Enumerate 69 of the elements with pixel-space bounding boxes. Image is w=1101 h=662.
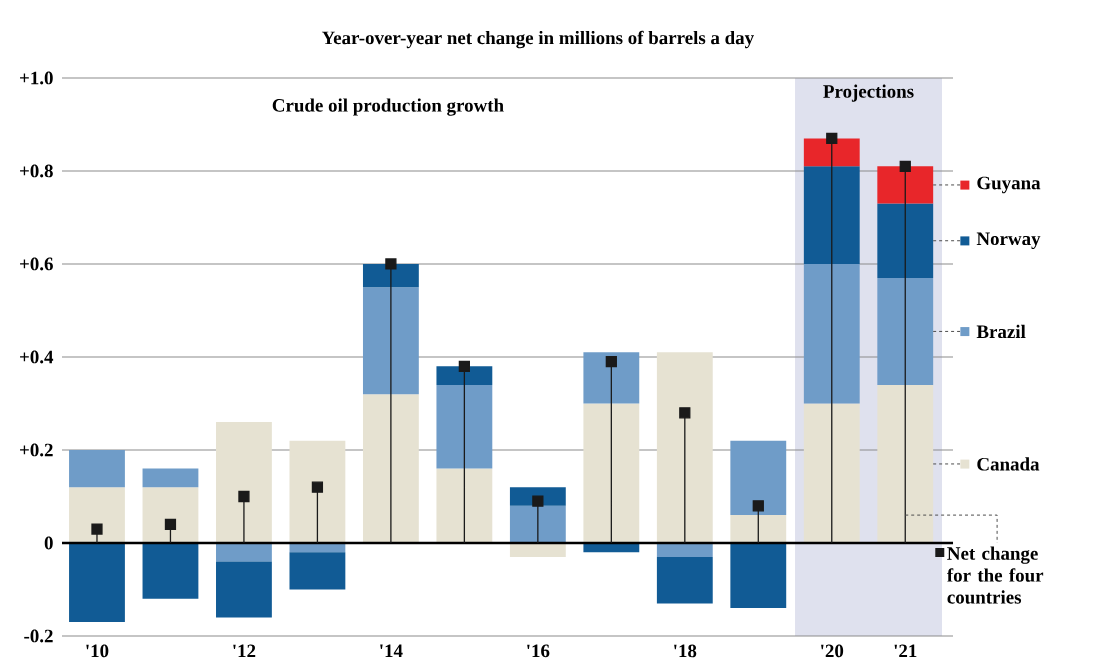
y-tick-label: +0.4 — [20, 350, 54, 364]
bar — [730, 440, 787, 516]
legend-label: Guyana — [977, 176, 1041, 194]
y-tick-label: +0.6 — [20, 257, 53, 271]
x-tick-label: '10 — [86, 644, 109, 658]
bar — [583, 352, 640, 404]
bar — [730, 515, 787, 543]
point — [164, 518, 177, 531]
point — [91, 523, 103, 535]
x-tick-label: '12 — [233, 644, 256, 658]
bar — [216, 561, 272, 618]
bar — [289, 552, 346, 590]
point — [311, 481, 324, 493]
bar — [69, 543, 125, 623]
bar — [69, 450, 125, 488]
x-tick-label: '18 — [674, 644, 697, 658]
y-tick-label: +0.8 — [20, 164, 53, 178]
point — [238, 490, 250, 503]
legend-label: Brazil — [976, 324, 1026, 339]
legend-label: Canada — [977, 457, 1040, 471]
text: Crude oil production growth — [272, 98, 504, 116]
bar — [877, 277, 934, 385]
bar — [142, 487, 199, 543]
x-tick-label: '16 — [527, 644, 550, 658]
bar — [436, 468, 493, 543]
bar — [362, 394, 419, 543]
bar — [69, 487, 125, 543]
legend-label: Norway — [976, 232, 1041, 249]
bar — [289, 440, 346, 543]
point — [899, 160, 911, 172]
legend-label: Net change for the four countries — [947, 546, 1044, 604]
bar — [436, 366, 493, 385]
point — [826, 132, 838, 145]
bar — [216, 422, 272, 543]
bar — [656, 352, 713, 543]
point — [752, 500, 764, 512]
bar — [362, 287, 419, 395]
bar — [216, 543, 272, 562]
bar — [803, 166, 860, 264]
band-label: Projections — [823, 84, 914, 102]
bar — [877, 384, 934, 543]
x-tick-label: '14 — [380, 644, 403, 658]
bar — [877, 203, 934, 278]
y-tick-label: +1.0 — [20, 71, 53, 85]
bar — [583, 403, 640, 543]
point — [679, 407, 691, 419]
bar — [142, 468, 199, 488]
bar — [656, 556, 713, 604]
point — [385, 258, 397, 270]
bar — [730, 543, 787, 609]
y-axis-title: Year-over-year net change in millions of barrels a day — [321, 30, 754, 49]
point — [532, 495, 544, 507]
bar — [509, 543, 566, 557]
bar — [803, 264, 860, 404]
bar — [142, 543, 199, 599]
bar — [362, 264, 419, 288]
bar — [436, 384, 493, 469]
bar — [656, 543, 713, 557]
bar — [803, 138, 860, 167]
x-tick-label: '21 — [894, 644, 917, 658]
x-tick-label: '20 — [821, 644, 844, 658]
y-tick-label: +0.2 — [20, 443, 53, 457]
y-tick-label: 0 — [44, 536, 53, 550]
bar — [509, 505, 566, 543]
y-tick-label: -0.2 — [24, 629, 53, 643]
bar — [803, 403, 860, 543]
bar — [877, 166, 934, 204]
point — [458, 360, 471, 372]
point — [605, 356, 617, 368]
